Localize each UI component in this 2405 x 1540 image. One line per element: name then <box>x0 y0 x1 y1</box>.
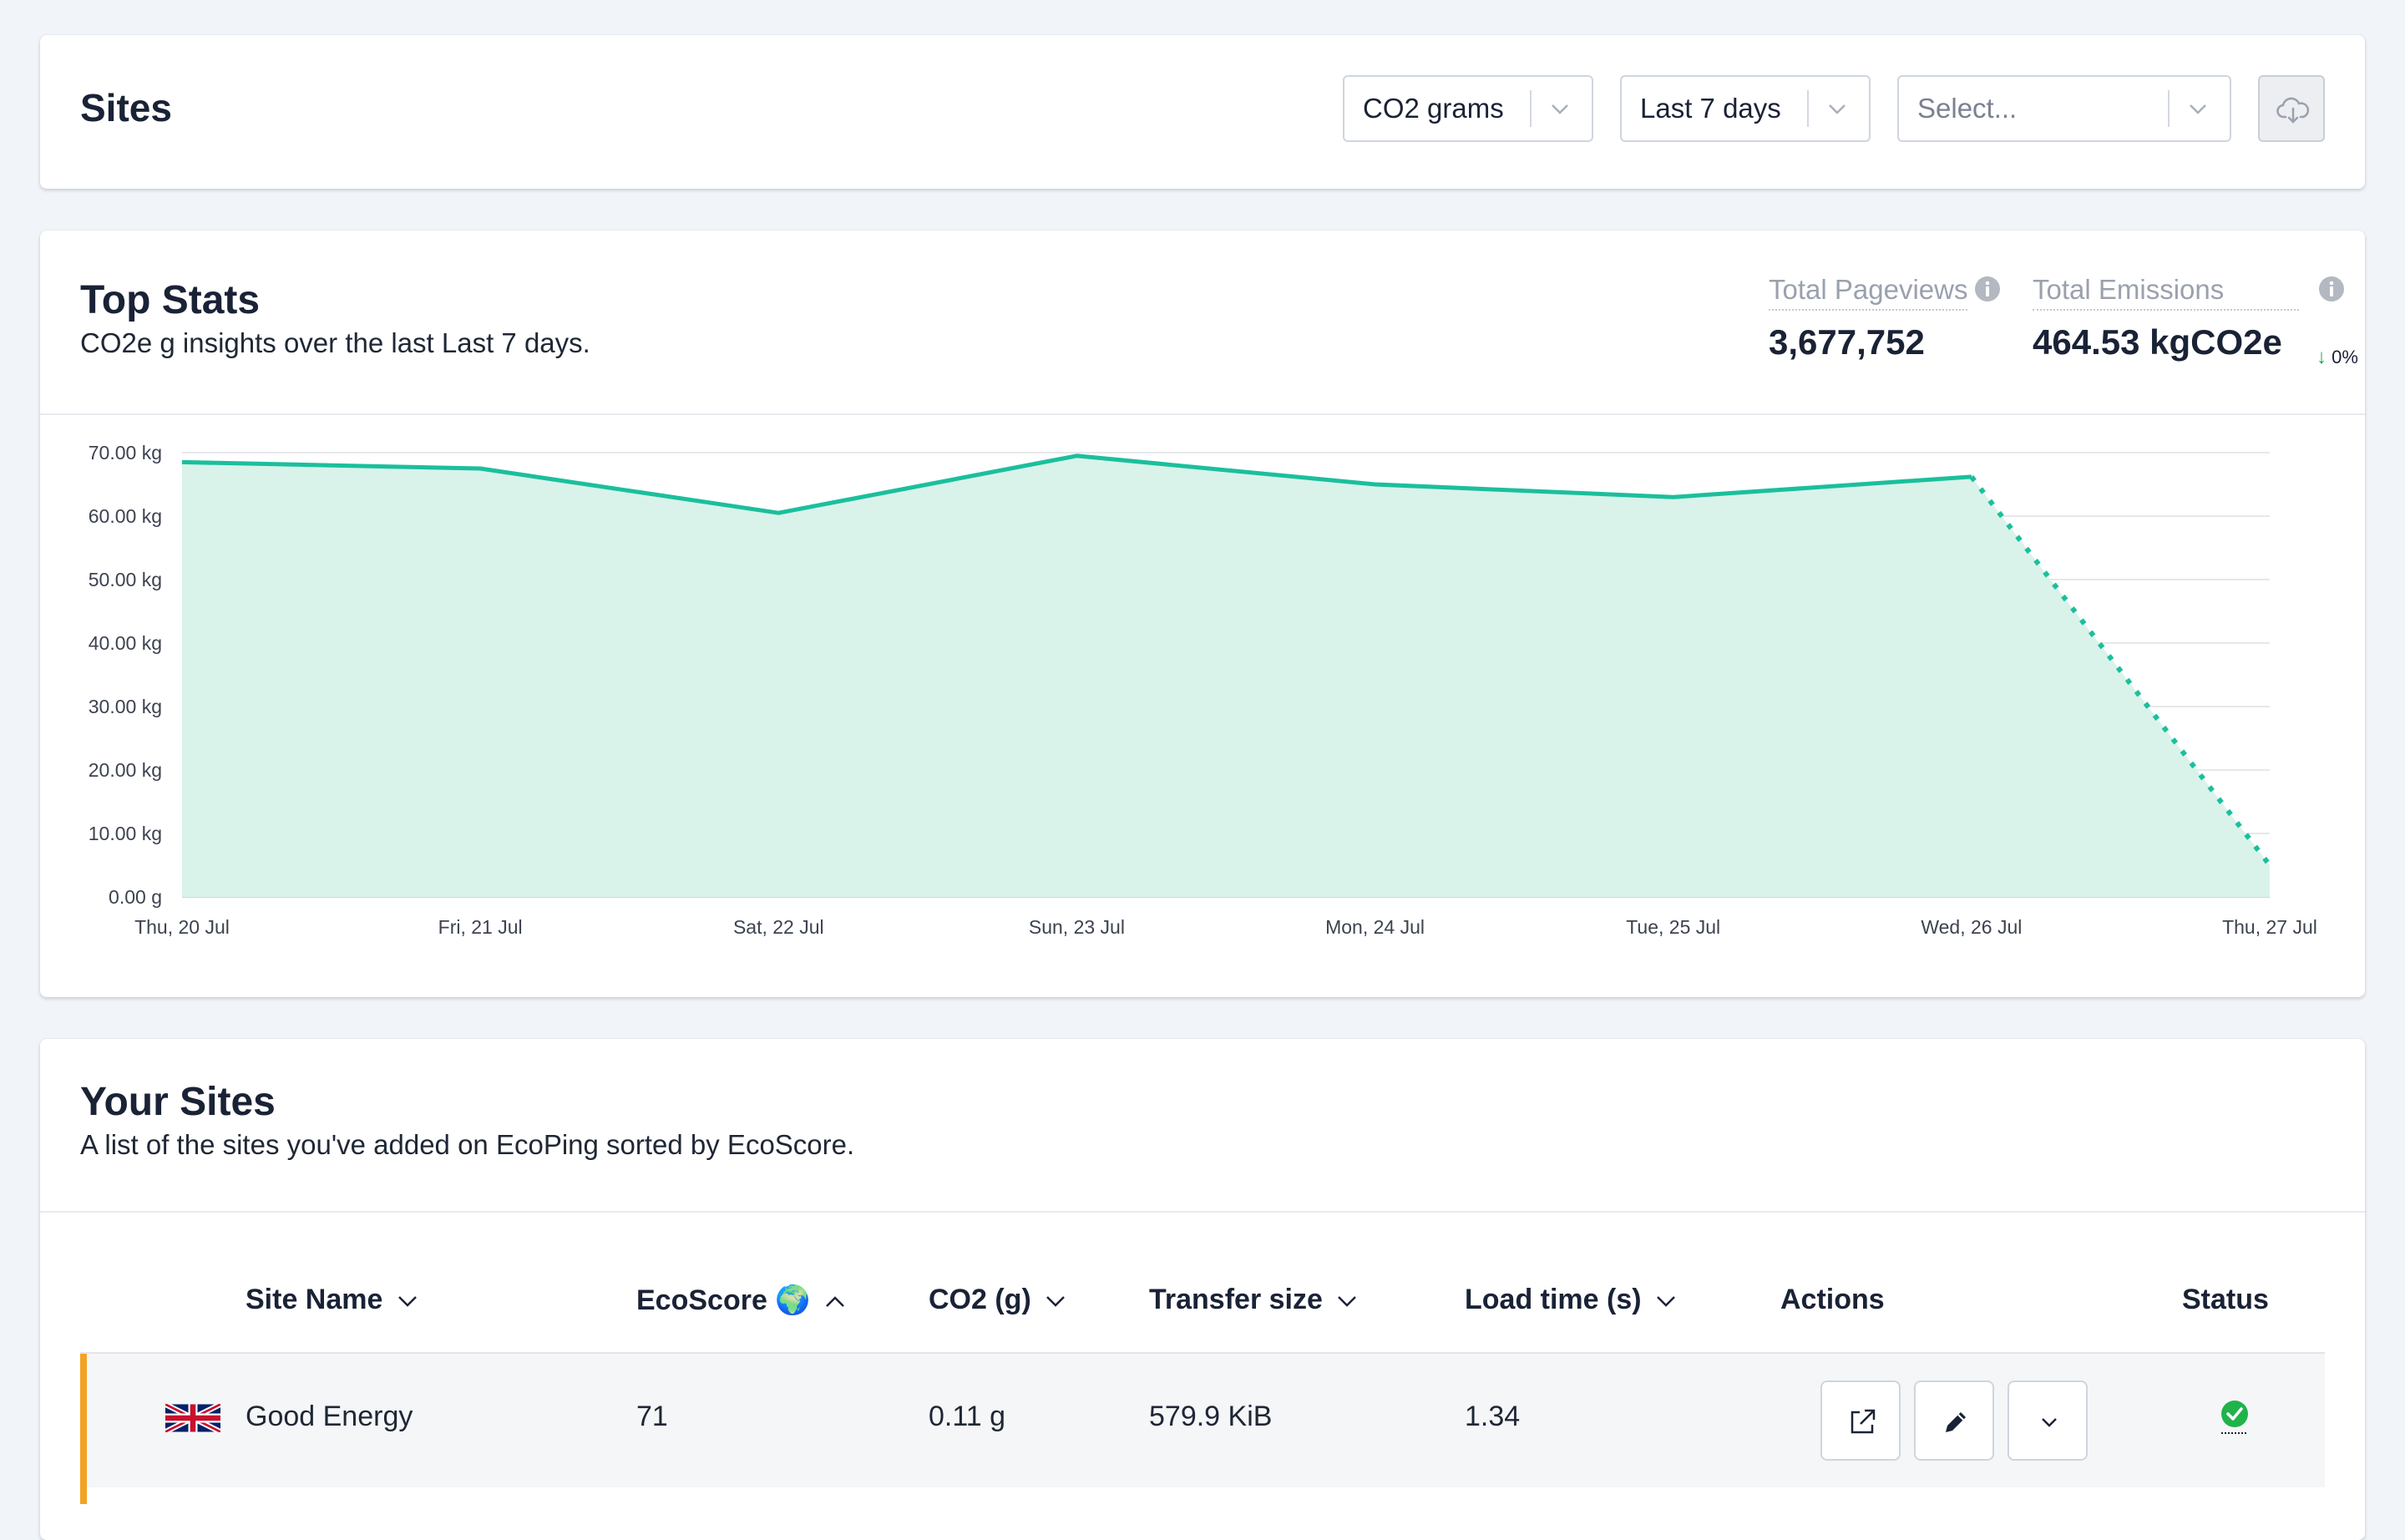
chevron-down-icon <box>1654 1289 1678 1313</box>
chevron-down-icon <box>1825 97 1849 120</box>
your-sites-title: Your Sites <box>80 1079 276 1125</box>
pencil-icon <box>1939 1406 1972 1439</box>
site-select[interactable]: Select... <box>1897 75 2231 142</box>
external-link-icon <box>1846 1406 1879 1439</box>
status-ok-icon <box>2220 1399 2250 1436</box>
top-stats-title: Top Stats <box>80 277 260 323</box>
x-tick-label: Thu, 20 Jul <box>134 916 230 938</box>
top-stats-subtitle: CO2e g insights over the last Last 7 day… <box>80 327 590 359</box>
emissions-trend-value: 0% <box>2332 347 2358 367</box>
pageviews-label: Total Pageviews <box>1769 274 1967 311</box>
y-tick-label: 0.00 g <box>109 886 162 908</box>
date-range-select[interactable]: Last 7 days <box>1620 75 1871 142</box>
x-tick-label: Sun, 23 Jul <box>1029 916 1125 938</box>
emissions-label: Total Emissions <box>2033 274 2299 311</box>
info-icon[interactable] <box>1974 276 2001 302</box>
column-label: EcoScore 🌍 <box>636 1284 811 1316</box>
y-tick-label: 40.00 kg <box>89 632 162 654</box>
site-select-placeholder: Select... <box>1917 77 2017 140</box>
select-separator <box>2168 90 2170 127</box>
column-header-ecoscore[interactable]: EcoScore 🌍 <box>636 1284 847 1317</box>
table-row[interactable]: Good Energy 71 0.11 g 579.9 KiB 1.34 <box>80 1352 2325 1487</box>
download-button[interactable] <box>2258 75 2325 142</box>
section-divider <box>40 1211 2365 1213</box>
column-label: CO2 (g) <box>929 1284 1031 1315</box>
cloud-download-icon <box>2276 94 2310 127</box>
chevron-down-icon <box>1548 97 1572 120</box>
chevron-down-icon <box>1044 1289 1067 1313</box>
column-label: Site Name <box>246 1284 382 1315</box>
x-tick-label: Tue, 25 Jul <box>1626 916 1720 938</box>
select-separator <box>1807 90 1809 127</box>
pageviews-value: 3,677,752 <box>1769 322 1925 362</box>
page-title: Sites <box>80 85 172 130</box>
column-label: Status <box>2182 1284 2269 1315</box>
x-tick-label: Wed, 26 Jul <box>1921 916 2022 938</box>
chevron-down-icon <box>396 1289 419 1313</box>
select-separator <box>1530 90 1532 127</box>
uk-flag-icon <box>165 1404 220 1432</box>
open-site-button[interactable] <box>1820 1380 1901 1461</box>
x-tick-label: Thu, 27 Jul <box>2222 916 2317 938</box>
x-tick-label: Mon, 24 Jul <box>1325 916 1425 938</box>
column-header-actions: Actions <box>1780 1284 1885 1316</box>
row-accent-bar <box>80 1354 87 1504</box>
chevron-up-icon <box>823 1290 847 1314</box>
y-tick-label: 50.00 kg <box>89 569 162 590</box>
y-tick-label: 70.00 kg <box>89 442 162 464</box>
your-sites-subtitle: A list of the sites you've added on EcoP… <box>80 1129 854 1161</box>
metric-select[interactable]: CO2 grams <box>1343 75 1593 142</box>
y-tick-label: 10.00 kg <box>89 823 162 844</box>
y-tick-label: 30.00 kg <box>89 696 162 717</box>
x-tick-label: Fri, 21 Jul <box>438 916 523 938</box>
emissions-chart: 0.00 g 10.00 kg 20.00 kg 30.00 kg 40.00 kg 50… <box>40 414 2365 997</box>
emissions-trend: ↓ 0% <box>2316 346 2358 369</box>
y-tick-label: 20.00 kg <box>89 759 162 781</box>
co2-value: 0.11 g <box>929 1401 1005 1433</box>
header-card: Sites CO2 grams Last 7 days Select... <box>40 35 2365 189</box>
column-header-load-time[interactable]: Load time (s) <box>1465 1284 1678 1316</box>
emissions-value: 464.53 kgCO2e <box>2033 322 2282 362</box>
date-range-value: Last 7 days <box>1640 77 1781 140</box>
column-label: Actions <box>1780 1284 1885 1315</box>
x-tick-label: Sat, 22 Jul <box>733 916 824 938</box>
transfer-size-value: 579.9 KiB <box>1149 1401 1272 1433</box>
site-name[interactable]: Good Energy <box>246 1401 413 1433</box>
column-label: Load time (s) <box>1465 1284 1642 1315</box>
arrow-down-icon: ↓ <box>2316 346 2327 368</box>
expand-row-button[interactable] <box>2008 1380 2088 1461</box>
column-label: Transfer size <box>1149 1284 1323 1315</box>
column-header-status: Status <box>2182 1284 2269 1316</box>
chevron-down-icon <box>2033 1406 2066 1439</box>
column-header-transfer-size[interactable]: Transfer size <box>1149 1284 1359 1316</box>
chevron-down-icon <box>2186 97 2210 120</box>
info-icon[interactable] <box>2318 276 2345 302</box>
ecoscore-value: 71 <box>636 1401 668 1433</box>
top-stats-card: Top Stats CO2e g insights over the last … <box>40 230 2365 997</box>
your-sites-card: Your Sites A list of the sites you've ad… <box>40 1039 2365 1540</box>
edit-site-button[interactable] <box>1914 1380 1994 1461</box>
column-header-co2[interactable]: CO2 (g) <box>929 1284 1067 1316</box>
y-tick-label: 60.00 kg <box>89 505 162 527</box>
load-time-value: 1.34 <box>1465 1401 1520 1433</box>
chevron-down-icon <box>1335 1289 1359 1313</box>
area-fill <box>182 456 2270 897</box>
column-header-site-name[interactable]: Site Name <box>246 1284 419 1316</box>
metric-select-value: CO2 grams <box>1363 77 1504 140</box>
